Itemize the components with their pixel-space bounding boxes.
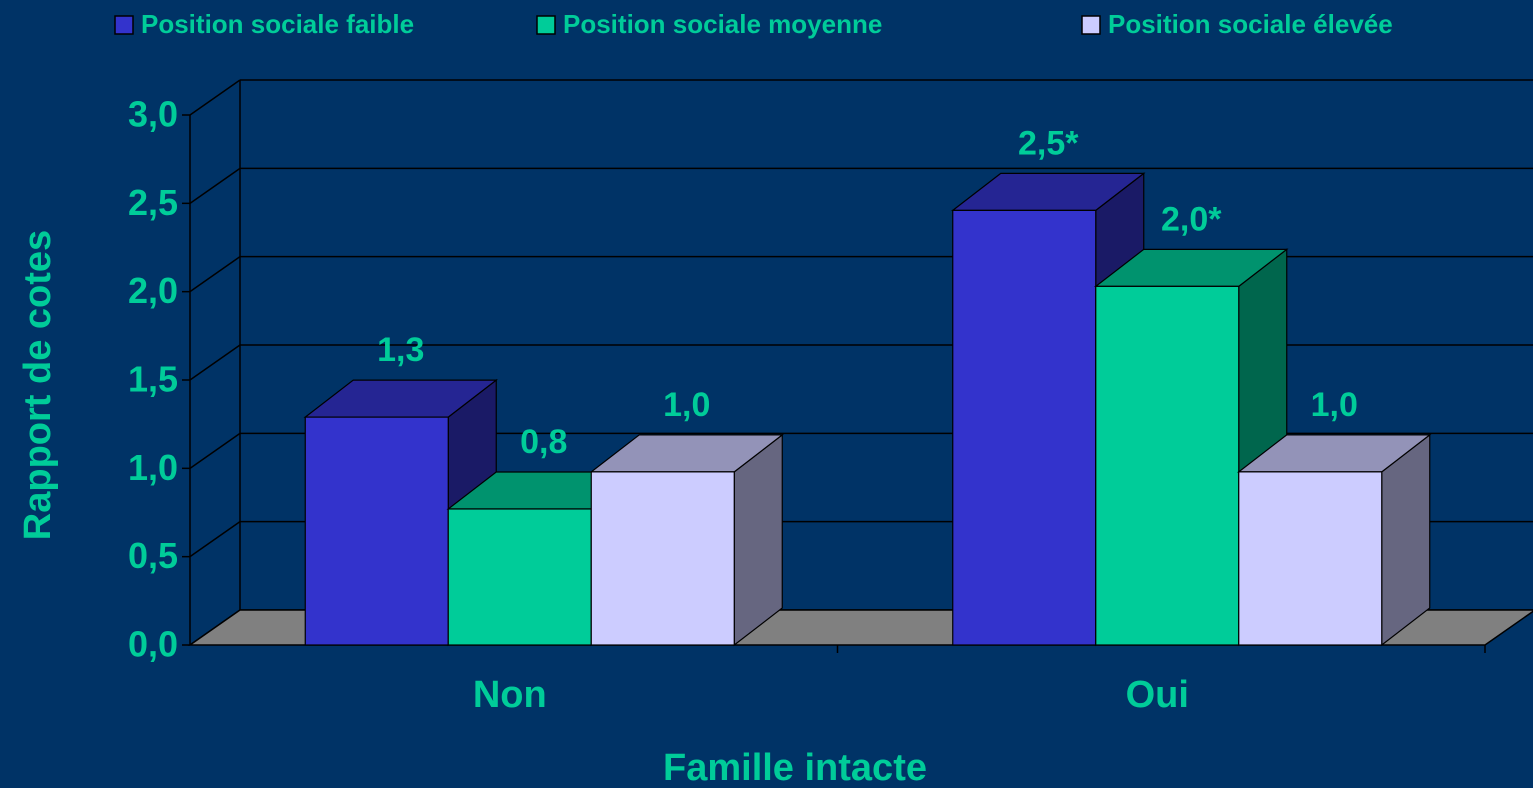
- bar: [1095, 285, 1240, 646]
- y-tick-label: 3,0: [128, 94, 178, 135]
- legend-swatch: [536, 15, 556, 35]
- bar: [447, 508, 592, 646]
- grid-line-side: [189, 432, 241, 469]
- grid-line-side: [189, 521, 241, 558]
- grid-line-side: [189, 167, 241, 204]
- value-label: 2,5*: [1018, 124, 1079, 162]
- y-tick-label: 2,5: [128, 182, 178, 223]
- y-tick-label: 2,0: [128, 270, 178, 311]
- y-axis-title: Rapport de cotes: [17, 230, 59, 540]
- value-label: 0,8: [520, 423, 567, 461]
- grid-line-side: [189, 256, 241, 293]
- grid-line-side: [189, 79, 241, 116]
- legend-label: Position sociale élevée: [1108, 9, 1393, 39]
- bar: [304, 416, 449, 646]
- bar: [590, 471, 735, 646]
- y-tick-label: 0,0: [128, 624, 178, 665]
- x-axis-title: Famille intacte: [663, 747, 927, 788]
- legend-swatch: [114, 15, 134, 35]
- bar: [1238, 471, 1383, 646]
- legend-label: Position sociale faible: [141, 9, 414, 39]
- y-tick-label: 1,5: [128, 359, 178, 400]
- legend-swatch: [1081, 15, 1101, 35]
- value-label: 2,0*: [1161, 200, 1222, 238]
- value-label: 1,0: [663, 386, 710, 424]
- y-tick-label: 1,0: [128, 447, 178, 488]
- x-tick-label: Oui: [1126, 674, 1189, 716]
- grid-line-side: [189, 344, 241, 381]
- x-tick-label: Non: [473, 674, 547, 716]
- value-label: 1,0: [1311, 386, 1358, 424]
- bar: [952, 209, 1097, 646]
- value-label: 1,3: [377, 331, 424, 369]
- legend-label: Position sociale moyenne: [563, 9, 882, 39]
- y-tick-label: 0,5: [128, 535, 178, 576]
